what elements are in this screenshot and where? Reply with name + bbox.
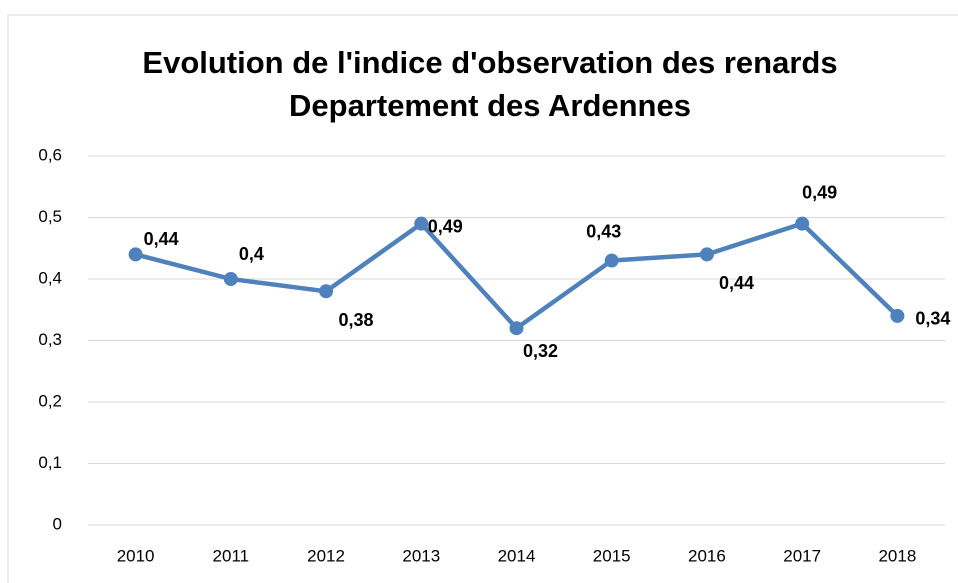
point [128, 247, 143, 262]
y-tick-label: 0,4 [38, 268, 62, 287]
x-tick-label: 2013 [402, 546, 440, 565]
point [509, 321, 524, 336]
y-tick-label: 0,3 [38, 330, 62, 349]
data-label: 0,49 [802, 182, 837, 202]
data-label: 0,44 [144, 229, 179, 249]
data-label: 0,38 [339, 310, 374, 330]
point [414, 216, 429, 231]
y-tick-label: 0,2 [38, 391, 62, 410]
point [795, 216, 810, 231]
point [699, 247, 714, 262]
data-label: 0,49 [428, 216, 463, 236]
x-tick-label: 2015 [593, 546, 631, 565]
point [319, 284, 334, 299]
x-tick-label: 2018 [878, 546, 916, 565]
x-tick-label: 2014 [498, 546, 536, 565]
data-label: 0,4 [239, 244, 264, 264]
point [223, 272, 238, 286]
x-tick-label: 2011 [213, 546, 250, 565]
chart-title: Evolution de l'indice d'observation des … [142, 45, 837, 80]
data-label: 0,32 [523, 341, 558, 361]
chart-subtitle: Departement des Ardennes [289, 88, 691, 123]
chart-border [7, 14, 958, 583]
x-tick-label: 2012 [307, 546, 345, 565]
y-tick-label: 0,1 [38, 453, 62, 472]
data-label: 0,44 [719, 273, 754, 293]
point [890, 308, 905, 323]
point [604, 253, 619, 268]
y-tick-label: 0 [53, 514, 62, 533]
y-tick-label: 0,6 [38, 145, 62, 164]
data-label: 0,43 [586, 221, 621, 241]
y-tick-label: 0,5 [38, 207, 62, 226]
x-tick-label: 2017 [783, 546, 821, 565]
x-tick-label: 2010 [117, 546, 155, 565]
data-label: 0,34 [915, 309, 950, 329]
x-tick-label: 2016 [688, 546, 726, 565]
